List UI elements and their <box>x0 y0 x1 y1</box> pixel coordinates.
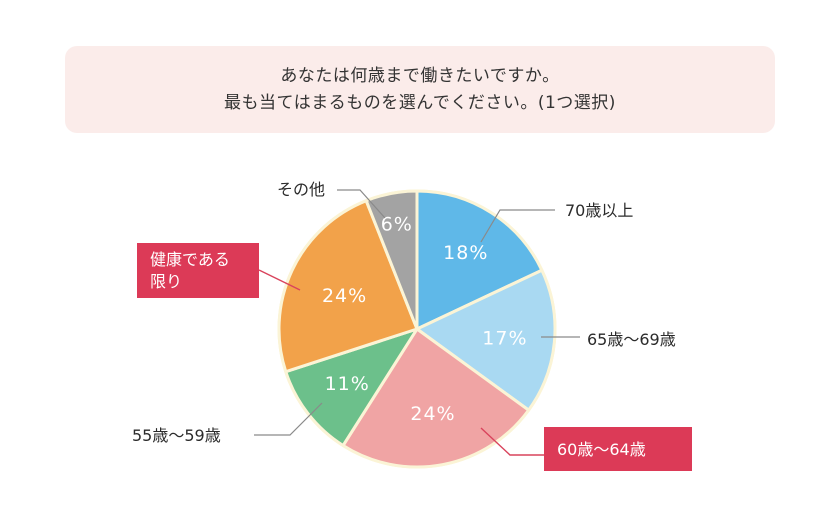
question-line-2: 最も当てはまるものを選んでください。(1つ選択) <box>224 92 616 113</box>
pie-slice <box>341 327 531 469</box>
pie-slice <box>415 189 544 331</box>
slice-percent-label: 17% <box>482 327 527 349</box>
leader-line <box>254 402 323 436</box>
pie-slice <box>415 268 557 412</box>
category-label: 60歳〜64歳 <box>557 440 646 459</box>
leader-line <box>480 427 544 456</box>
slice-percent-label: 6% <box>381 213 413 235</box>
highlight-label-box <box>544 427 692 471</box>
category-label-line: 健康である <box>150 250 230 269</box>
question-box: あなたは何歳まで働きたいですか。 最も当てはまるものを選んでください。(1つ選択… <box>65 46 775 133</box>
highlight-label-box <box>137 243 259 298</box>
category-label: その他 <box>277 180 325 199</box>
slice-percent-label: 11% <box>325 373 370 395</box>
category-label-line: 限り <box>150 272 182 291</box>
slice-percent-label: 24% <box>410 403 455 425</box>
leader-line <box>258 269 301 291</box>
category-label: 70歳以上 <box>565 201 633 220</box>
category-label: 55歳〜59歳 <box>132 426 221 445</box>
slice-percent-label: 24% <box>322 285 367 307</box>
question-line-1: あなたは何歳まで働きたいですか。 <box>280 65 560 86</box>
category-label: 65歳〜69歳 <box>587 330 676 349</box>
leader-line <box>337 189 386 219</box>
slice-percent-label: 18% <box>443 242 488 264</box>
pie-slice <box>284 327 419 448</box>
pie-slice <box>364 189 419 331</box>
leader-line <box>480 209 555 243</box>
category-label: 健康である限り <box>150 250 230 291</box>
